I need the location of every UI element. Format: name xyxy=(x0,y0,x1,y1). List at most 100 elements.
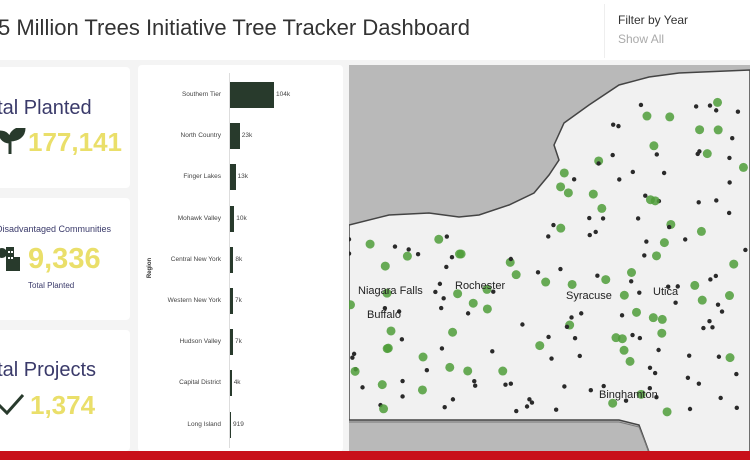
project-marker[interactable] xyxy=(439,346,445,351)
project-marker[interactable] xyxy=(437,281,443,287)
bar[interactable] xyxy=(230,82,274,108)
project-marker[interactable] xyxy=(351,351,357,357)
project-marker[interactable] xyxy=(707,103,713,108)
project-marker[interactable] xyxy=(735,109,741,114)
project-marker[interactable] xyxy=(593,229,598,235)
project-marker[interactable] xyxy=(734,371,739,377)
project-marker[interactable] xyxy=(588,388,594,393)
project-marker[interactable] xyxy=(350,355,355,360)
project-marker[interactable] xyxy=(714,198,719,203)
planting-marker[interactable] xyxy=(448,327,458,337)
project-marker[interactable] xyxy=(587,232,592,238)
planting-marker[interactable] xyxy=(725,353,735,363)
project-marker[interactable] xyxy=(546,334,551,340)
planting-marker[interactable] xyxy=(350,366,360,376)
project-marker[interactable] xyxy=(656,347,661,353)
planting-marker[interactable] xyxy=(649,141,659,151)
project-marker[interactable] xyxy=(643,193,648,198)
project-marker[interactable] xyxy=(715,302,721,307)
planting-marker[interactable] xyxy=(619,290,629,300)
planting-marker[interactable] xyxy=(386,326,396,336)
project-marker[interactable] xyxy=(382,306,388,311)
project-marker[interactable] xyxy=(529,400,535,405)
project-marker[interactable] xyxy=(491,289,496,294)
project-marker[interactable] xyxy=(623,398,629,403)
project-marker[interactable] xyxy=(743,247,748,253)
bar[interactable] xyxy=(230,370,232,397)
project-marker[interactable] xyxy=(727,155,732,161)
project-marker[interactable] xyxy=(472,378,477,384)
planting-marker[interactable] xyxy=(482,284,492,294)
planting-marker[interactable] xyxy=(588,189,598,199)
project-marker[interactable] xyxy=(661,170,667,176)
project-marker[interactable] xyxy=(349,251,352,256)
project-marker[interactable] xyxy=(400,378,405,384)
project-marker[interactable] xyxy=(524,404,530,409)
planting-marker[interactable] xyxy=(380,261,390,271)
project-marker[interactable] xyxy=(562,384,567,389)
planting-marker[interactable] xyxy=(482,304,492,314)
project-marker[interactable] xyxy=(685,375,691,380)
project-marker[interactable] xyxy=(630,332,635,338)
project-marker[interactable] xyxy=(551,222,556,228)
planting-marker[interactable] xyxy=(511,270,521,280)
project-marker[interactable] xyxy=(654,394,659,400)
planting-marker[interactable] xyxy=(636,389,646,399)
planting-marker[interactable] xyxy=(697,295,707,305)
project-marker[interactable] xyxy=(713,273,719,279)
planting-marker[interactable] xyxy=(713,125,723,135)
project-marker[interactable] xyxy=(549,356,554,361)
project-marker[interactable] xyxy=(665,284,671,289)
year-filter[interactable]: Filter by Year Show All xyxy=(604,4,750,58)
planting-marker[interactable] xyxy=(651,251,661,261)
project-marker[interactable] xyxy=(558,266,563,272)
project-marker[interactable] xyxy=(600,216,606,221)
planting-marker[interactable] xyxy=(445,362,455,372)
project-marker[interactable] xyxy=(514,408,519,414)
bar[interactable] xyxy=(230,164,236,191)
planting-marker[interactable] xyxy=(402,251,412,261)
project-marker[interactable] xyxy=(424,368,430,373)
planting-marker[interactable] xyxy=(349,300,355,310)
project-marker[interactable] xyxy=(616,123,621,129)
planting-marker[interactable] xyxy=(626,267,636,277)
project-marker[interactable] xyxy=(392,244,398,249)
project-marker[interactable] xyxy=(360,385,365,390)
planting-marker[interactable] xyxy=(738,162,748,172)
planting-marker[interactable] xyxy=(690,280,700,290)
project-marker[interactable] xyxy=(406,247,411,252)
project-marker[interactable] xyxy=(571,177,577,182)
planting-marker[interactable] xyxy=(455,249,465,259)
project-marker[interactable] xyxy=(595,273,600,278)
project-marker[interactable] xyxy=(450,397,456,402)
project-marker[interactable] xyxy=(635,216,641,221)
planting-marker[interactable] xyxy=(567,279,577,289)
project-marker[interactable] xyxy=(637,335,643,341)
project-marker[interactable] xyxy=(647,365,653,370)
project-marker[interactable] xyxy=(716,354,722,359)
project-marker[interactable] xyxy=(628,279,634,284)
planting-marker[interactable] xyxy=(556,223,566,233)
project-marker[interactable] xyxy=(503,382,508,387)
planting-marker[interactable] xyxy=(417,385,427,395)
planting-marker[interactable] xyxy=(383,343,393,353)
planting-marker[interactable] xyxy=(665,112,675,122)
planting-marker[interactable] xyxy=(541,277,551,287)
project-marker[interactable] xyxy=(441,296,446,301)
planting-marker[interactable] xyxy=(702,149,712,159)
planting-marker[interactable] xyxy=(601,275,611,285)
planting-marker[interactable] xyxy=(662,407,672,417)
project-marker[interactable] xyxy=(610,122,616,127)
project-marker[interactable] xyxy=(438,305,444,311)
planting-marker[interactable] xyxy=(597,203,607,213)
project-marker[interactable] xyxy=(719,309,725,314)
project-marker[interactable] xyxy=(647,386,653,391)
project-marker[interactable] xyxy=(644,239,649,244)
bar[interactable] xyxy=(230,411,231,438)
project-marker[interactable] xyxy=(579,311,584,316)
project-marker[interactable] xyxy=(569,315,574,320)
project-marker[interactable] xyxy=(577,353,582,359)
project-marker[interactable] xyxy=(708,277,713,282)
filter-value[interactable]: Show All xyxy=(618,32,665,46)
planting-marker[interactable] xyxy=(724,291,734,301)
